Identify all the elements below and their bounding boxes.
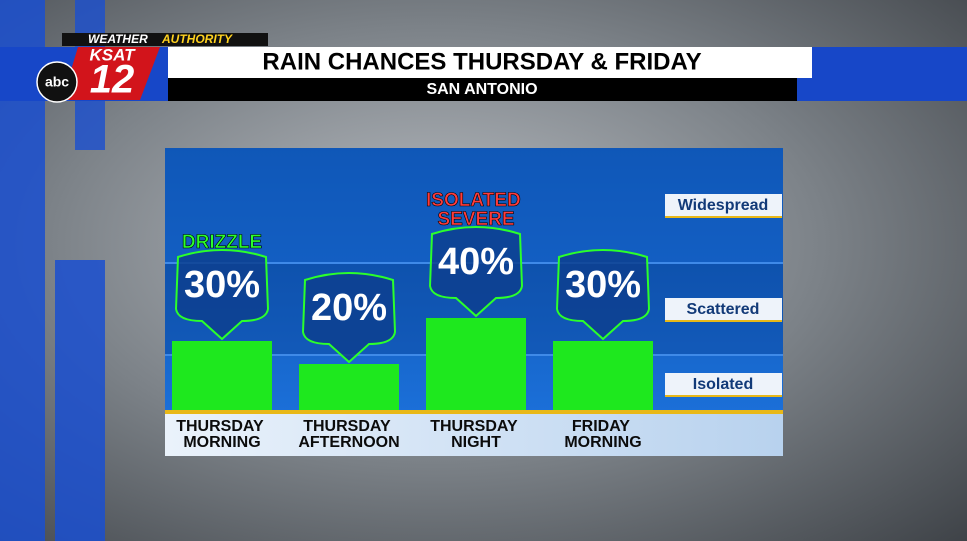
band-label: Scattered: [687, 301, 760, 318]
brand-weather: WEATHER: [88, 32, 148, 46]
brand-network: abc: [45, 74, 69, 90]
annotation: DRIZZLE: [182, 232, 262, 253]
x-tick-label: THURSDAY NIGHT: [430, 418, 522, 451]
brand-station: KSAT: [89, 45, 136, 64]
badge: [174, 249, 270, 341]
brand-bar: [62, 33, 268, 46]
x-tick-label: FRIDAY MORNING: [564, 418, 641, 451]
badge: [301, 272, 397, 364]
chart-subtitle: SAN ANTONIO: [426, 81, 537, 98]
band-label-underline: [665, 320, 782, 322]
bar: [299, 364, 399, 410]
brand-channel: 12: [90, 58, 135, 102]
band-label-box: [665, 298, 782, 320]
band-label-box: [665, 373, 782, 395]
network-logo: [36, 61, 78, 103]
title-bar: [168, 47, 812, 78]
logo-back: [62, 47, 160, 100]
subtitle-bar: [168, 78, 797, 101]
baseline: [165, 410, 783, 414]
label-strip: [165, 414, 783, 456]
stripe: [55, 260, 105, 541]
band-label: Isolated: [693, 376, 753, 393]
band-label-underline: [665, 395, 782, 397]
bar: [426, 318, 526, 410]
band-label-underline: [665, 216, 782, 218]
badge: [555, 249, 651, 341]
value-label: 30%: [565, 264, 641, 306]
band-label-box: [665, 194, 782, 216]
bar: [172, 341, 272, 410]
brand-authority: AUTHORITY: [161, 32, 233, 46]
chart-title: RAIN CHANCES THURSDAY & FRIDAY: [262, 48, 701, 75]
bar: [553, 341, 653, 410]
annotation: ISOLATED SEVERE: [426, 190, 526, 230]
badge: [428, 226, 524, 318]
value-label: 20%: [311, 287, 387, 329]
x-tick-label: THURSDAY AFTERNOON: [298, 418, 399, 451]
x-tick-label: THURSDAY MORNING: [176, 418, 268, 451]
band-label: Widespread: [678, 197, 769, 214]
value-label: 40%: [438, 241, 514, 283]
value-label: 30%: [184, 264, 260, 306]
